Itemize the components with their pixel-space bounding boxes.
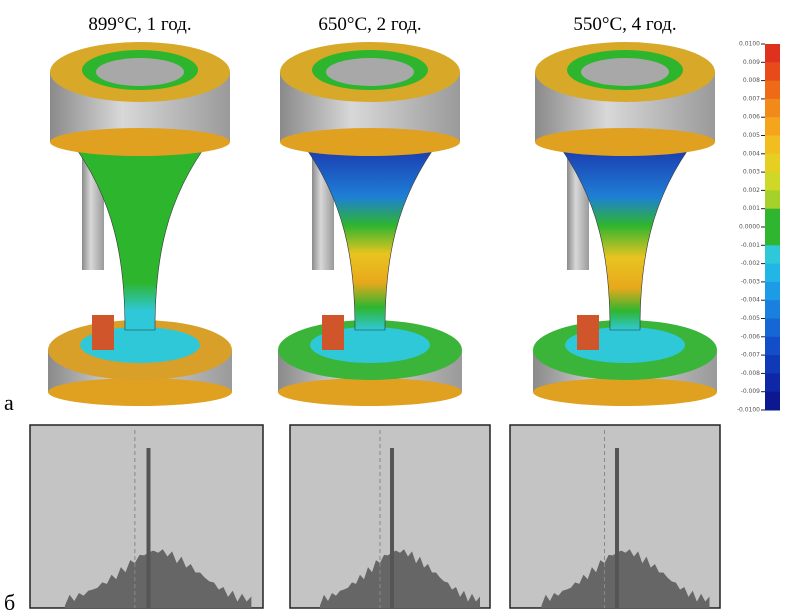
ring-hole <box>581 58 669 86</box>
color-scale: 0.0100 0.009 0.008 0.007 0.006 0.005 0.004 0.00… <box>737 41 780 414</box>
color-scale-label: 0.004 <box>743 150 760 157</box>
models: 899°C, 1 год. 650°C, 2 год. 550°C, 4 год. <box>48 14 717 406</box>
color-band <box>765 337 780 356</box>
ring-bottom <box>535 128 715 156</box>
color-scale-label: 0.003 <box>743 169 760 176</box>
color-band <box>765 154 780 173</box>
color-band <box>765 373 780 392</box>
color-scale-label: 0.0100 <box>739 41 760 48</box>
color-band <box>765 319 780 338</box>
base-bottom <box>48 378 232 406</box>
color-band <box>765 81 780 100</box>
ring-hole <box>96 58 184 86</box>
color-scale-label: -0.0100 <box>737 407 760 414</box>
boss <box>577 315 599 350</box>
histogram <box>30 425 263 608</box>
color-scale-label: 0.007 <box>743 95 760 102</box>
figure-canvas: 899°C, 1 год.650°C, 2 год.550°C, 4 год. … <box>0 0 804 613</box>
color-band <box>765 136 780 155</box>
model: 550°C, 4 год. <box>533 14 717 406</box>
color-scale-label: 0.006 <box>743 114 760 121</box>
color-scale-label: -0.005 <box>741 315 761 322</box>
model-title: 650°C, 2 год. <box>318 14 421 35</box>
color-band <box>765 245 780 264</box>
color-band <box>765 300 780 319</box>
color-scale-label: 0.008 <box>743 77 760 84</box>
color-scale-label: -0.008 <box>741 370 761 377</box>
color-band <box>765 62 780 81</box>
boss <box>322 315 344 350</box>
color-scale-label: -0.003 <box>741 278 761 285</box>
histogram <box>510 425 720 608</box>
color-band <box>765 227 780 246</box>
histogram-peak <box>147 448 151 608</box>
color-band <box>765 282 780 301</box>
color-band <box>765 209 780 228</box>
color-scale-label: -0.007 <box>741 352 761 359</box>
color-scale-label: 0.002 <box>743 187 760 194</box>
ring-bottom <box>50 128 230 156</box>
color-scale-label: 0.005 <box>743 132 760 139</box>
color-band <box>765 264 780 283</box>
histograms <box>30 425 720 608</box>
histogram-peak <box>615 448 619 608</box>
color-scale-label: -0.002 <box>741 260 761 267</box>
boss <box>92 315 114 350</box>
color-band <box>765 190 780 209</box>
ring-bottom <box>280 128 460 156</box>
model-title: 899°C, 1 год. <box>88 14 191 35</box>
color-scale-label: 0.001 <box>743 205 760 212</box>
model: 899°C, 1 год. <box>48 14 232 406</box>
color-band <box>765 392 780 411</box>
panel-label: б <box>4 590 15 613</box>
color-band <box>765 117 780 136</box>
color-scale-label: 0.0000 <box>739 224 760 231</box>
color-scale-label: -0.009 <box>741 388 761 395</box>
color-scale-label: -0.006 <box>741 333 761 340</box>
panel-label: а <box>4 390 14 415</box>
color-scale-label: -0.001 <box>741 242 761 249</box>
histogram <box>290 425 490 608</box>
color-band <box>765 355 780 374</box>
model: 650°C, 2 год. <box>278 14 462 406</box>
base-bottom <box>278 378 462 406</box>
color-band <box>765 99 780 118</box>
color-scale-label: 0.009 <box>743 59 760 66</box>
base-bottom <box>533 378 717 406</box>
figure: 899°C, 1 год.650°C, 2 год.550°C, 4 год. … <box>0 0 804 613</box>
model-title: 550°C, 4 год. <box>573 14 676 35</box>
color-band <box>765 44 780 63</box>
color-scale-label: -0.004 <box>741 297 761 304</box>
histogram-peak <box>390 448 394 608</box>
ring-hole <box>326 58 414 86</box>
color-band <box>765 172 780 191</box>
